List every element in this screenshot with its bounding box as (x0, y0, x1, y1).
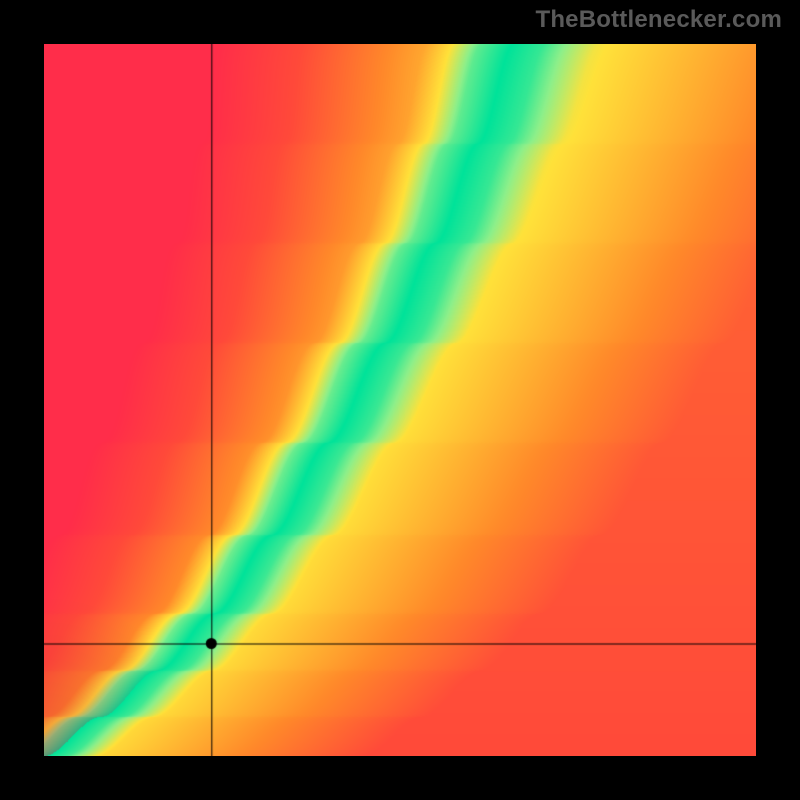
watermark-text: TheBottlenecker.com (535, 6, 782, 34)
heatmap-plot (44, 44, 756, 756)
heatmap-canvas (44, 44, 756, 756)
chart-container: TheBottlenecker.com (0, 0, 800, 800)
